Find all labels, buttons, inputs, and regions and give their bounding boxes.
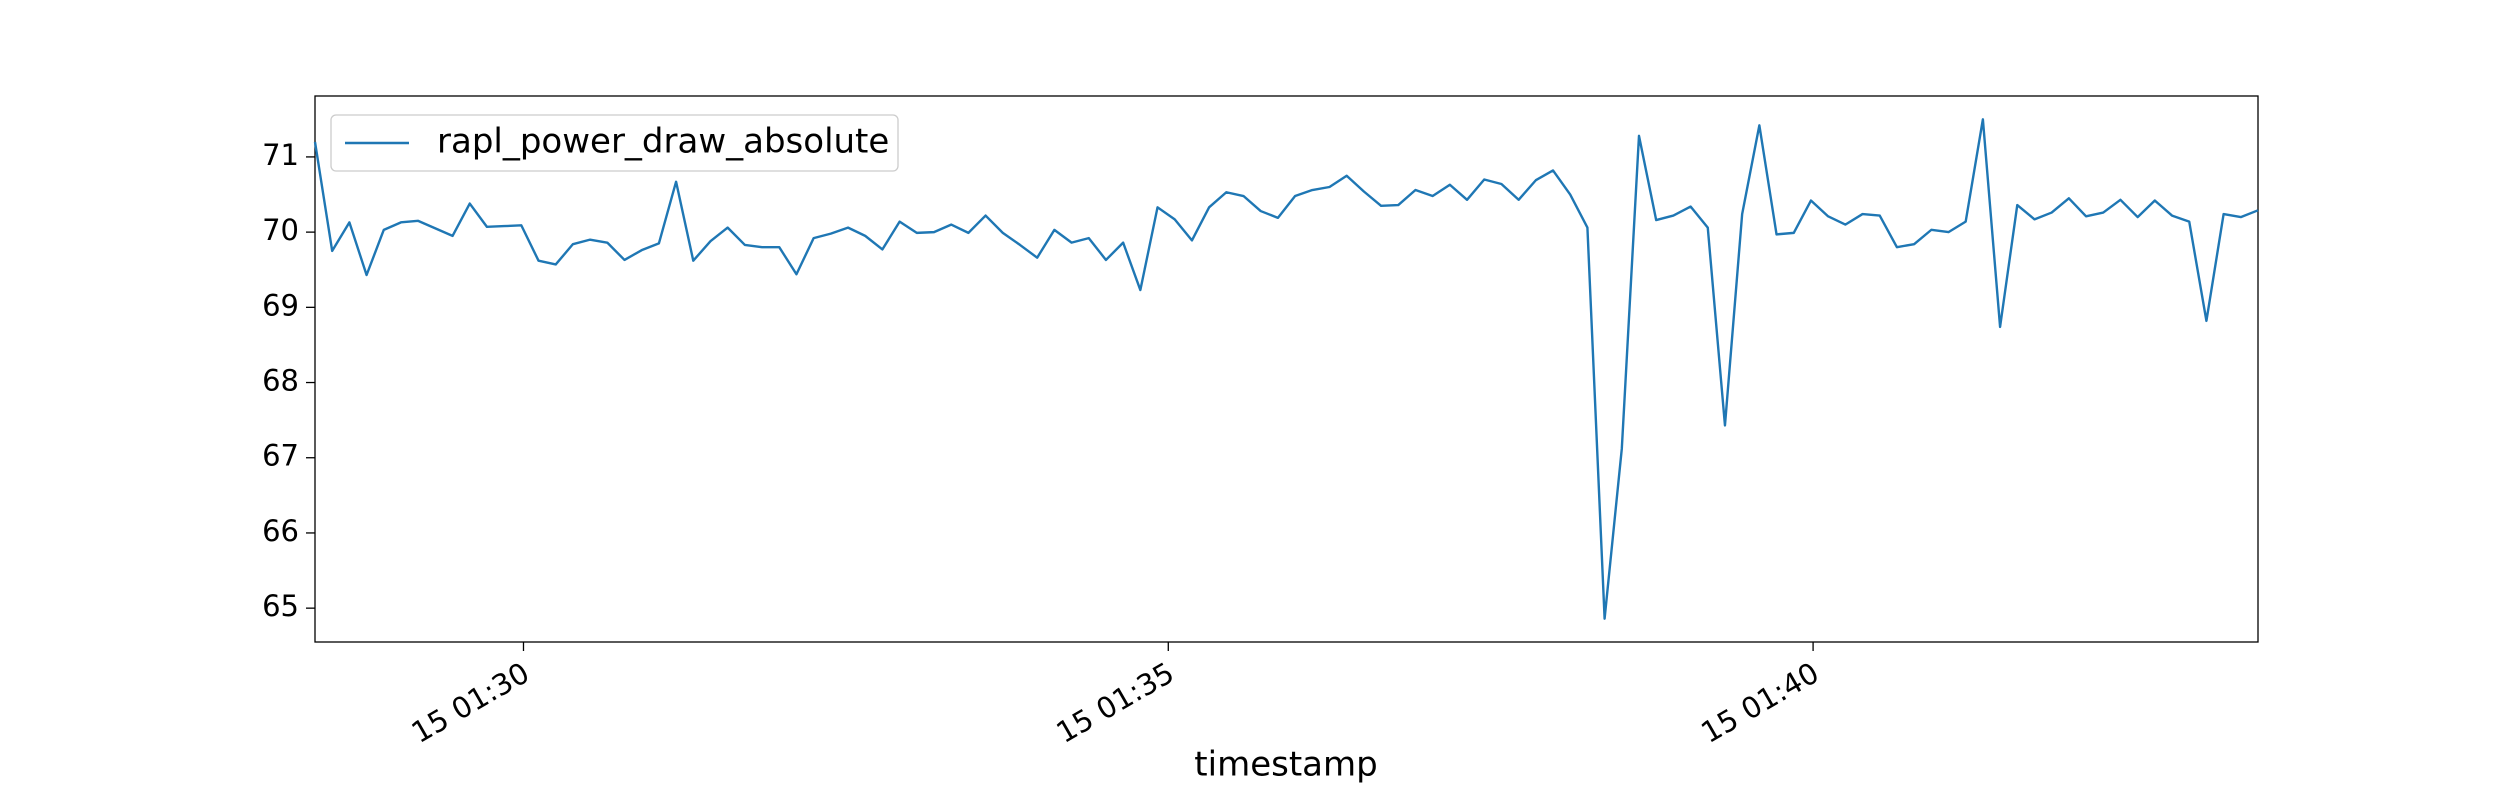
y-tick-label: 65 <box>262 589 299 623</box>
plot-area <box>314 95 2259 643</box>
y-tick-label: 66 <box>262 514 299 548</box>
legend-label: rapl_power_draw_absolute <box>437 122 889 162</box>
y-tick-label: 71 <box>262 138 299 172</box>
y-tick-label: 67 <box>262 439 299 473</box>
y-tick-label: 69 <box>262 288 299 322</box>
x-tick-label: 15 01:40 <box>1695 656 1824 750</box>
y-tick-label: 70 <box>262 213 299 247</box>
x-tick-label: 15 01:35 <box>1050 656 1179 750</box>
data-line <box>313 118 2259 620</box>
y-tick-label: 68 <box>262 364 299 398</box>
x-axis-label: timestamp <box>1194 745 1377 785</box>
legend-box <box>330 114 899 172</box>
x-tick-label: 15 01:30 <box>406 656 535 750</box>
